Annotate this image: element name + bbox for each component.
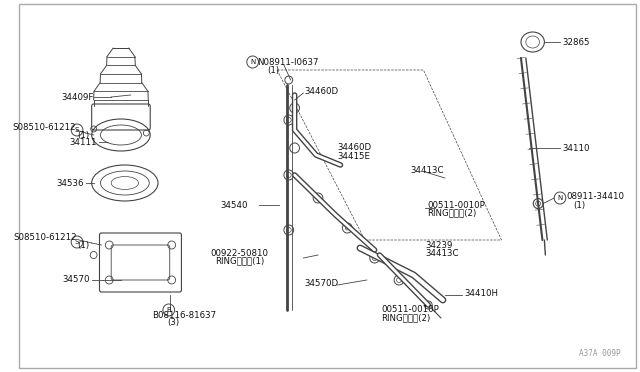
Text: 34460D: 34460D	[305, 87, 339, 96]
Text: RINGリング(2): RINGリング(2)	[428, 208, 477, 218]
Text: S08510-61212: S08510-61212	[13, 232, 77, 241]
Text: (1): (1)	[77, 241, 90, 250]
Text: 34536: 34536	[56, 179, 84, 187]
Text: A37A 009P: A37A 009P	[579, 349, 621, 358]
Text: (1): (1)	[77, 131, 90, 140]
Text: B08116-81637: B08116-81637	[152, 311, 216, 321]
Text: 34410H: 34410H	[465, 289, 499, 298]
Text: 08911-34410: 08911-34410	[567, 192, 625, 201]
Text: S: S	[75, 127, 79, 133]
Text: 34413C: 34413C	[411, 166, 444, 174]
Text: N: N	[557, 195, 563, 201]
Text: (3): (3)	[167, 318, 179, 327]
Text: RINGリング(1): RINGリング(1)	[216, 257, 265, 266]
Text: 34415E: 34415E	[337, 151, 371, 160]
Text: (1): (1)	[573, 201, 586, 209]
Text: 34413C: 34413C	[426, 250, 459, 259]
Text: 34460D: 34460D	[337, 142, 372, 151]
Text: 34111: 34111	[69, 138, 97, 147]
Text: 00511-0010P: 00511-0010P	[381, 305, 439, 314]
Text: 00922-50810: 00922-50810	[211, 248, 269, 257]
Text: B: B	[166, 307, 171, 313]
Text: 34540: 34540	[220, 201, 248, 209]
Text: N08911-I0637: N08911-I0637	[257, 58, 319, 67]
Text: 34239: 34239	[426, 241, 452, 250]
Text: 34110: 34110	[562, 144, 589, 153]
Text: (1): (1)	[268, 65, 280, 74]
Text: S08510-61212: S08510-61212	[12, 122, 76, 131]
Text: 34570D: 34570D	[305, 279, 339, 288]
Text: 34409F: 34409F	[61, 93, 93, 102]
Text: 32865: 32865	[562, 38, 589, 46]
Text: 34570: 34570	[62, 276, 90, 285]
Text: RINGリング(2): RINGリング(2)	[381, 314, 431, 323]
Text: S: S	[75, 239, 79, 245]
Text: N: N	[250, 59, 255, 65]
Text: 00511-0010P: 00511-0010P	[428, 201, 485, 209]
